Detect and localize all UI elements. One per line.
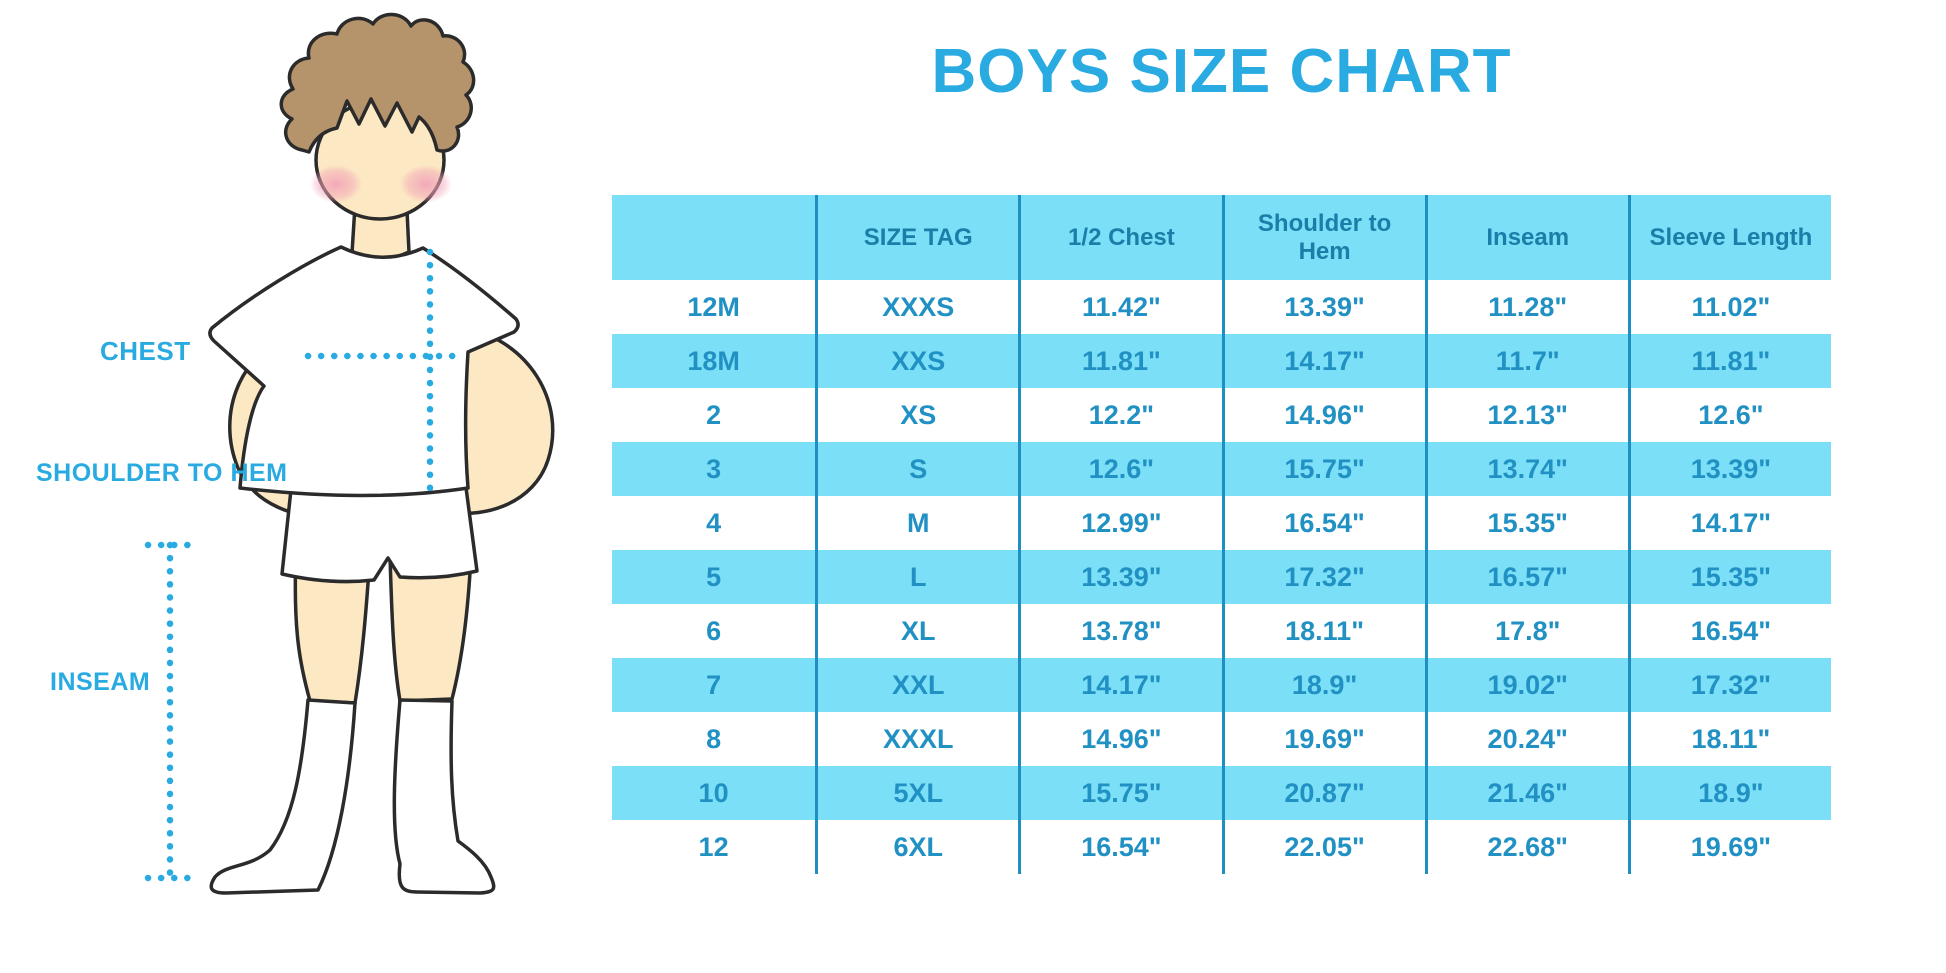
table-cell: 19.69" bbox=[1627, 820, 1831, 874]
table-cell: 11.42" bbox=[1018, 280, 1221, 334]
table-cell: 18.9" bbox=[1627, 766, 1831, 820]
table-cell: XXS bbox=[815, 334, 1019, 388]
table-cell: S bbox=[815, 442, 1019, 496]
size-cell: 8 bbox=[706, 723, 722, 754]
table-cell: 6XL bbox=[815, 820, 1018, 874]
size-cell: 12M bbox=[687, 291, 740, 322]
boy-illustration bbox=[144, 12, 555, 895]
column-header: Sleeve Length bbox=[1627, 195, 1831, 280]
shorts bbox=[280, 478, 479, 584]
size-cell: 2 bbox=[706, 399, 722, 430]
table-cell: 11.28" bbox=[1424, 280, 1628, 334]
table-cell: 17.32" bbox=[1627, 658, 1831, 712]
column-header: 1/2 Chest bbox=[1018, 195, 1222, 280]
column-header: Shoulder to Hem bbox=[1221, 195, 1425, 280]
table-cell: 11.81" bbox=[1627, 334, 1831, 388]
table-cell: 18.9" bbox=[1221, 658, 1425, 712]
table-cell: 12.6" bbox=[1018, 442, 1222, 496]
table-cell: 12.13" bbox=[1424, 388, 1628, 442]
table-cell: 16.54" bbox=[1221, 496, 1425, 550]
table-cell: L bbox=[815, 550, 1019, 604]
size-cell: 7 bbox=[612, 658, 816, 712]
size-cell: 12 bbox=[698, 831, 729, 862]
column-header bbox=[612, 195, 816, 280]
size-cell: 5 bbox=[612, 550, 816, 604]
table-cell: XXL bbox=[815, 658, 1019, 712]
table-cell: 18.11" bbox=[1221, 604, 1425, 658]
table-cell: XXXL bbox=[815, 712, 1018, 766]
table-cell: 12.6" bbox=[1627, 388, 1831, 442]
table-cell: 14.17" bbox=[1018, 658, 1222, 712]
table-cell: 12.99" bbox=[1018, 496, 1221, 550]
table-cell: 15.75" bbox=[1018, 766, 1222, 820]
table-cell: 14.96" bbox=[1221, 388, 1425, 442]
column-header: SIZE TAG bbox=[815, 195, 1019, 280]
table-cell: 5XL bbox=[815, 766, 1019, 820]
tshirt bbox=[208, 245, 520, 498]
table-cell: 13.78" bbox=[1018, 604, 1221, 658]
table-cell: XS bbox=[815, 388, 1018, 442]
table-cell: 16.54" bbox=[1018, 820, 1221, 874]
measurement-lines bbox=[144, 248, 466, 882]
socks bbox=[209, 698, 496, 895]
table-cell: 16.57" bbox=[1424, 550, 1628, 604]
table-cell: 17.32" bbox=[1221, 550, 1425, 604]
table-cell: 20.87" bbox=[1221, 766, 1425, 820]
size-cell: 4 bbox=[706, 507, 722, 538]
table-cell: 22.05" bbox=[1221, 820, 1425, 874]
table-cell: 19.02" bbox=[1424, 658, 1628, 712]
inseam-label: INSEAM bbox=[50, 668, 151, 696]
table-cell: 17.8" bbox=[1424, 604, 1628, 658]
table-cell: 13.39" bbox=[1627, 442, 1831, 496]
table-cell: M bbox=[815, 496, 1018, 550]
table-cell: 12.2" bbox=[1018, 388, 1221, 442]
size-table: SIZE TAG 1/2 Chest Shoulder to Hem Inseam Sl… bbox=[612, 195, 1831, 874]
table-cell: 11.02" bbox=[1627, 280, 1831, 334]
page-title: BOYS SIZE CHART bbox=[931, 37, 1512, 106]
table-cell: 11.7" bbox=[1424, 334, 1628, 388]
table-cell: 11.81" bbox=[1018, 334, 1222, 388]
size-cell: 18M bbox=[612, 334, 816, 388]
table-cell: 18.11" bbox=[1627, 712, 1831, 766]
chest-label: CHEST bbox=[100, 336, 191, 366]
table-cell: XL bbox=[815, 604, 1018, 658]
table-cell: 13.39" bbox=[1018, 550, 1222, 604]
table-cell: 22.68" bbox=[1424, 820, 1628, 874]
table-cell: 16.54" bbox=[1627, 604, 1831, 658]
column-header: Inseam bbox=[1424, 195, 1628, 280]
table-cell: XXXS bbox=[815, 280, 1018, 334]
table-cell: 21.46" bbox=[1424, 766, 1628, 820]
size-cell: 6 bbox=[706, 615, 722, 646]
table-cell: 15.35" bbox=[1627, 550, 1831, 604]
legs bbox=[293, 553, 473, 705]
size-cell: 10 bbox=[612, 766, 816, 820]
table-cell: 20.24" bbox=[1424, 712, 1628, 766]
table-cell: 15.35" bbox=[1424, 496, 1628, 550]
table-cell: 15.75" bbox=[1221, 442, 1425, 496]
hair bbox=[279, 12, 476, 154]
table-cell: 14.17" bbox=[1627, 496, 1831, 550]
table-cell: 14.96" bbox=[1018, 712, 1221, 766]
table-cell: 13.39" bbox=[1221, 280, 1425, 334]
shoulder-to-hem-label: SHOULDER TO HEM bbox=[36, 459, 288, 487]
table-cell: 13.74" bbox=[1424, 442, 1628, 496]
size-cell: 3 bbox=[612, 442, 816, 496]
table-cell: 14.17" bbox=[1221, 334, 1425, 388]
table-cell: 19.69" bbox=[1221, 712, 1425, 766]
